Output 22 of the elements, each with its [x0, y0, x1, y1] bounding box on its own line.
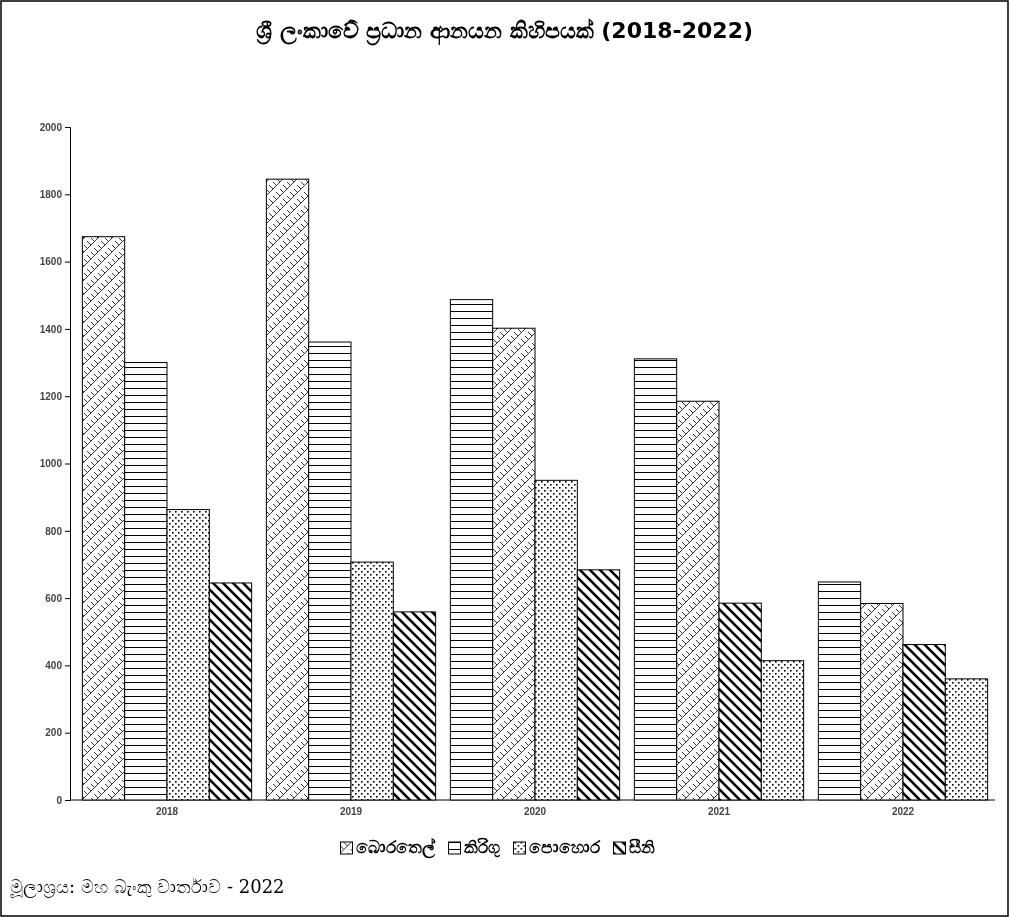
- y-tick-label: 200: [45, 727, 63, 739]
- legend-label: පොහොර: [528, 837, 601, 857]
- y-tick-label: 400: [45, 660, 63, 672]
- y-tick-label: 1400: [39, 323, 63, 335]
- y-tick-label: 1000: [39, 458, 63, 470]
- y-tick-label: 1800: [39, 189, 63, 200]
- x-tick-label: 2019: [339, 806, 363, 817]
- text: මූලාශ්‍රය: මහ බැංකු වාර්තාව - 2022: [10, 876, 285, 898]
- y-tick-label: 800: [45, 525, 63, 537]
- legend-label: බොරතෙල්: [355, 837, 436, 859]
- y-tick-label: 1200: [39, 390, 63, 402]
- x-tick-label: 2020: [523, 806, 547, 817]
- y-tick-label: 2000: [39, 121, 63, 133]
- x-tick-label: 2018: [155, 806, 179, 817]
- legend-label: කිරිගු: [463, 837, 500, 858]
- y-tick-label: 1600: [39, 256, 63, 268]
- x-tick-label: 2021: [707, 806, 731, 817]
- chart-title: ශ්‍රී ලංකාවේ ප්‍රධාන ආනයන කිහිපයක් (2018-2022): [256, 18, 753, 46]
- x-tick-label: 2022: [891, 806, 915, 817]
- legend-label: සීනි: [628, 837, 655, 857]
- y-tick-label: 0: [56, 794, 63, 806]
- y-tick-label: 600: [45, 592, 63, 604]
